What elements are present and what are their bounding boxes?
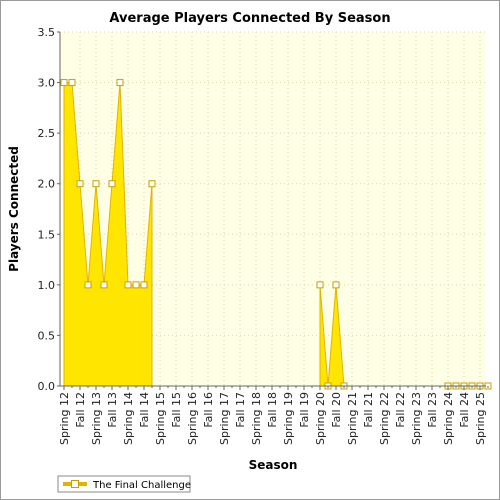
- axes: 0.0 0.5 1.0 1.5 2.0 2.5 3.0 3.5 Spring 12 Fall 12…: [38, 26, 489, 445]
- y-tick-label: 0.5: [38, 329, 56, 342]
- x-axis-title: Season: [249, 458, 298, 472]
- data-point: [332, 281, 340, 289]
- x-tick-label: Spring 24: [442, 392, 455, 445]
- data-point: [124, 281, 132, 289]
- x-tick-label: Spring 15: [154, 392, 167, 445]
- y-tick-label: 1.5: [38, 228, 56, 241]
- x-tick-label: Fall 21: [362, 392, 375, 428]
- x-tick-label: Fall 12: [74, 392, 87, 428]
- x-tick-label: Spring 25: [474, 392, 487, 445]
- x-tick-label: Fall 19: [298, 392, 311, 428]
- x-tick-label: Fall 20: [330, 392, 343, 428]
- legend-label: The Final Challenge: [92, 480, 191, 491]
- data-point: [140, 281, 148, 289]
- data-point: [108, 180, 116, 188]
- x-tick-label: Spring 22: [378, 392, 391, 445]
- x-tick-label: Spring 12: [58, 392, 71, 445]
- y-tick-label: 2.5: [38, 127, 56, 140]
- data-point: [100, 281, 108, 289]
- data-point: [316, 281, 324, 289]
- x-tick-label: Spring 17: [218, 392, 231, 445]
- chart-title: Average Players Connected By Season: [109, 11, 390, 26]
- x-tick-label: Fall 13: [106, 392, 119, 428]
- data-point: [132, 281, 140, 289]
- y-tick-label: 2.0: [38, 178, 56, 191]
- data-point: [148, 180, 156, 188]
- x-tick-label: Fall 23: [426, 392, 439, 428]
- x-tick-label: Spring 18: [250, 392, 263, 445]
- x-tick-label: Spring 21: [346, 392, 359, 445]
- y-tick-label: 0.0: [38, 380, 56, 393]
- x-tick-label: Fall 18: [266, 392, 279, 428]
- legend: The Final Challenge: [57, 475, 191, 493]
- y-tick-label: 3.0: [38, 77, 56, 90]
- x-tick-label: Fall 15: [170, 392, 183, 428]
- x-tick-label: Fall 24: [458, 392, 471, 428]
- data-point: [76, 180, 84, 188]
- data-point: [60, 79, 68, 87]
- y-tick-label: 3.5: [38, 26, 56, 39]
- data-point: [92, 180, 100, 188]
- x-tick-label: Spring 19: [282, 392, 295, 445]
- x-tick-label: Fall 14: [138, 392, 151, 428]
- x-tick-label: Fall 16: [202, 392, 215, 428]
- legend-swatch-marker: [71, 480, 79, 488]
- data-point: [84, 281, 92, 289]
- x-tick-label: Spring 13: [90, 392, 103, 445]
- y-axis-title: Players Connected: [7, 146, 21, 272]
- x-tick-label: Spring 23: [410, 392, 423, 445]
- x-tick-label: Spring 14: [122, 392, 135, 445]
- x-tick-label: Spring 16: [186, 392, 199, 445]
- data-point: [68, 79, 76, 87]
- x-tick-label: Fall 22: [394, 392, 407, 428]
- x-tick-label: Fall 17: [234, 392, 247, 428]
- data-point: [116, 79, 124, 87]
- x-tick-label: Spring 20: [314, 392, 327, 445]
- legend-box: [57, 475, 191, 493]
- y-tick-label: 1.0: [38, 279, 56, 292]
